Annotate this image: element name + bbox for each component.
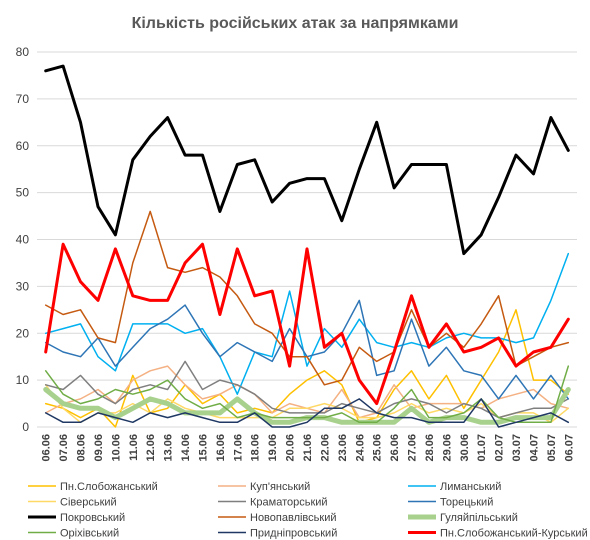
series-line — [44, 309, 570, 428]
x-tick-label: 06.06 — [41, 434, 53, 462]
series-layer — [43, 64, 571, 428]
series-line — [44, 299, 570, 400]
x-tick-label: 05.07 — [546, 434, 558, 462]
x-tick-label: 15.06 — [197, 434, 209, 462]
y-tick-label: 30 — [16, 279, 30, 293]
legend-label: Придніпровський — [250, 528, 337, 540]
series-line — [44, 360, 570, 419]
x-tick-label: 14.06 — [180, 434, 192, 462]
series-line — [44, 398, 570, 428]
series-line — [44, 384, 570, 424]
x-tick-label: 20.06 — [285, 434, 297, 462]
x-tick-label: 30.06 — [459, 434, 471, 462]
x-tick-label: 17.06 — [232, 434, 244, 462]
legend-label: Сіверський — [60, 497, 117, 509]
y-tick-label: 40 — [16, 233, 30, 247]
legend-label: Пн.Слобожанський — [60, 481, 158, 493]
series-line — [44, 210, 570, 386]
x-tick-label: 08.06 — [76, 434, 88, 462]
x-axis: 06.06 07.06 08.06 09.06 10.06 11.06 12.06 13.06… — [41, 434, 576, 462]
legend: Пн.Слобожанський Куп'янський Лиманський Сів… — [28, 481, 588, 540]
x-tick-label: 10.06 — [110, 434, 122, 462]
grid-layer — [37, 51, 577, 428]
x-tick-label: 11.06 — [128, 434, 140, 461]
series-line — [44, 64, 570, 256]
series-line — [44, 242, 570, 406]
x-tick-label: 23.06 — [337, 434, 349, 462]
x-tick-label: 09.06 — [93, 434, 105, 462]
legend-label: Покровський — [60, 512, 125, 524]
x-tick-label: 22.06 — [319, 434, 331, 462]
legend-label: Краматорський — [250, 497, 328, 509]
y-tick-label: 60 — [16, 139, 30, 153]
x-tick-label: 01.07 — [476, 434, 488, 462]
x-tick-label: 26.06 — [389, 434, 401, 462]
x-tick-label: 02.07 — [494, 434, 506, 462]
x-tick-label: 16.06 — [215, 434, 227, 462]
x-tick-label: 25.06 — [372, 434, 384, 462]
x-tick-label: 18.06 — [250, 434, 262, 462]
y-tick-label: 20 — [16, 326, 30, 340]
x-tick-label: 12.06 — [145, 434, 157, 462]
x-tick-label: 19.06 — [267, 434, 279, 462]
legend-label: Оріхівський — [60, 528, 119, 540]
x-tick-label: 24.06 — [354, 434, 366, 462]
x-tick-label: 27.06 — [407, 434, 419, 462]
series-line — [44, 252, 570, 395]
chart-title: Кількість російських атак за напрямками — [132, 15, 459, 32]
legend-label: Гуляйпільський — [440, 512, 518, 524]
x-tick-label: 13.06 — [163, 434, 175, 462]
x-tick-label: 29.06 — [441, 434, 453, 462]
legend-label: Торецький — [440, 497, 493, 509]
x-tick-label: 21.06 — [302, 434, 314, 462]
y-axis: 0 10 20 30 40 50 60 70 80 — [16, 45, 30, 434]
x-tick-label: 04.07 — [528, 434, 540, 462]
legend-label: Куп'янський — [250, 481, 310, 493]
y-tick-label: 10 — [16, 373, 30, 387]
y-tick-label: 80 — [16, 45, 30, 59]
x-tick-label: 28.06 — [424, 434, 436, 462]
x-tick-label: 06.07 — [563, 434, 575, 462]
y-tick-label: 0 — [22, 420, 29, 434]
legend-label: Лиманський — [440, 481, 501, 493]
y-tick-label: 50 — [16, 186, 30, 200]
legend-label: Пн.Слобожанський-Курський — [440, 528, 588, 540]
x-tick-label: 03.07 — [511, 434, 523, 462]
legend-label: Новопавлівський — [250, 512, 336, 524]
x-tick-label: 07.06 — [58, 434, 70, 462]
y-tick-label: 70 — [16, 92, 30, 106]
